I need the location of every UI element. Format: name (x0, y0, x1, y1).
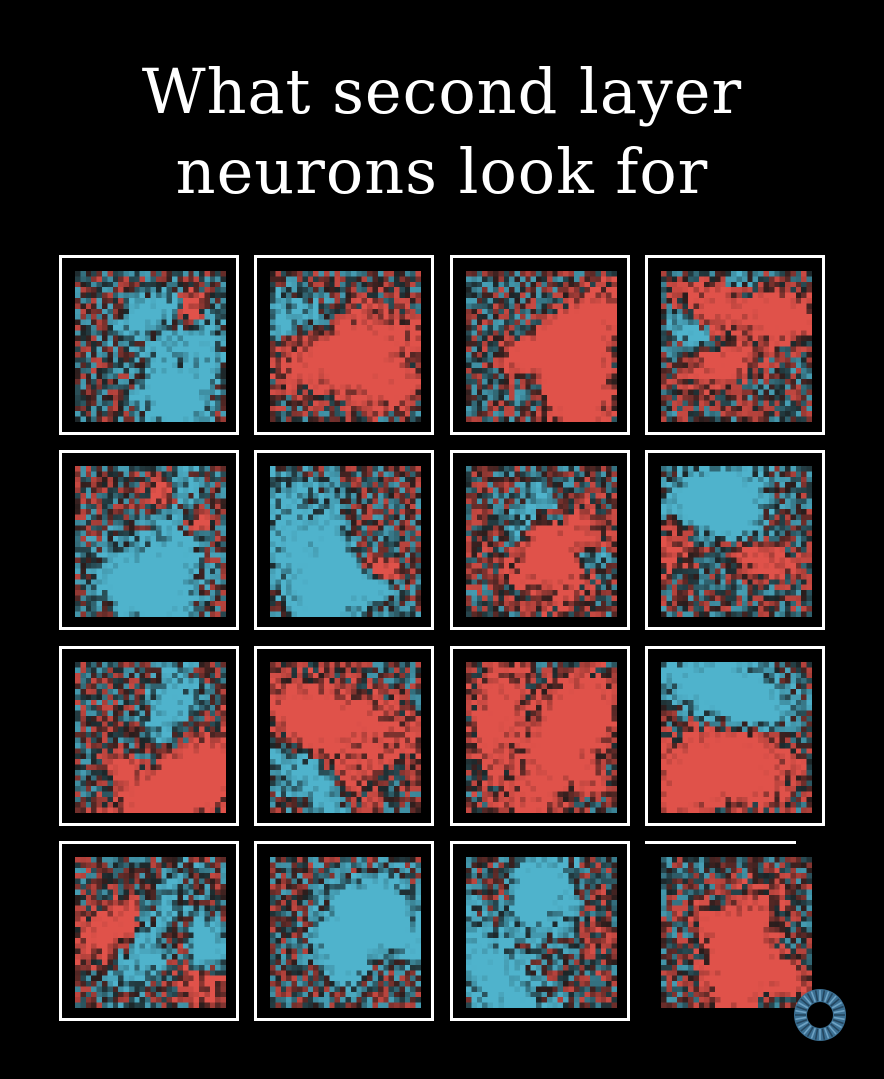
neuron-weight-image (466, 271, 617, 422)
title-line-1: What second layer (141, 55, 743, 128)
neuron-tile (450, 255, 630, 435)
tile-frame-drawing (645, 841, 796, 844)
neuron-tile (59, 646, 239, 826)
loading-spinner-icon (794, 989, 846, 1041)
neuron-weight-image (466, 466, 617, 617)
neuron-tile (59, 841, 239, 1021)
neuron-tile (254, 841, 434, 1021)
neuron-weight-image (270, 857, 421, 1008)
neuron-tile (450, 450, 630, 630)
neuron-weight-image (75, 271, 226, 422)
title-line-2: neurons look for (175, 135, 709, 208)
neuron-tile (59, 450, 239, 630)
neuron-tile (645, 841, 825, 1021)
neuron-tile (645, 646, 825, 826)
neuron-weight-image (270, 271, 421, 422)
neuron-weight-image (75, 857, 226, 1008)
neuron-weight-image (466, 662, 617, 813)
neuron-weight-image (661, 857, 812, 1008)
neuron-weight-image (466, 857, 617, 1008)
neuron-weight-image (661, 662, 812, 813)
neuron-tile (59, 255, 239, 435)
neuron-tile (254, 646, 434, 826)
neuron-tile (254, 450, 434, 630)
neuron-tile (450, 841, 630, 1021)
neuron-tile (450, 646, 630, 826)
neuron-weight-image (270, 466, 421, 617)
neuron-tile (645, 450, 825, 630)
neuron-weight-image (661, 271, 812, 422)
neuron-tile (254, 255, 434, 435)
neuron-weight-image (75, 466, 226, 617)
page-title: What second layer neurons look for (0, 52, 884, 212)
neuron-weight-image (75, 662, 226, 813)
neuron-tile (645, 255, 825, 435)
neuron-weight-image (270, 662, 421, 813)
neuron-weight-image (661, 466, 812, 617)
